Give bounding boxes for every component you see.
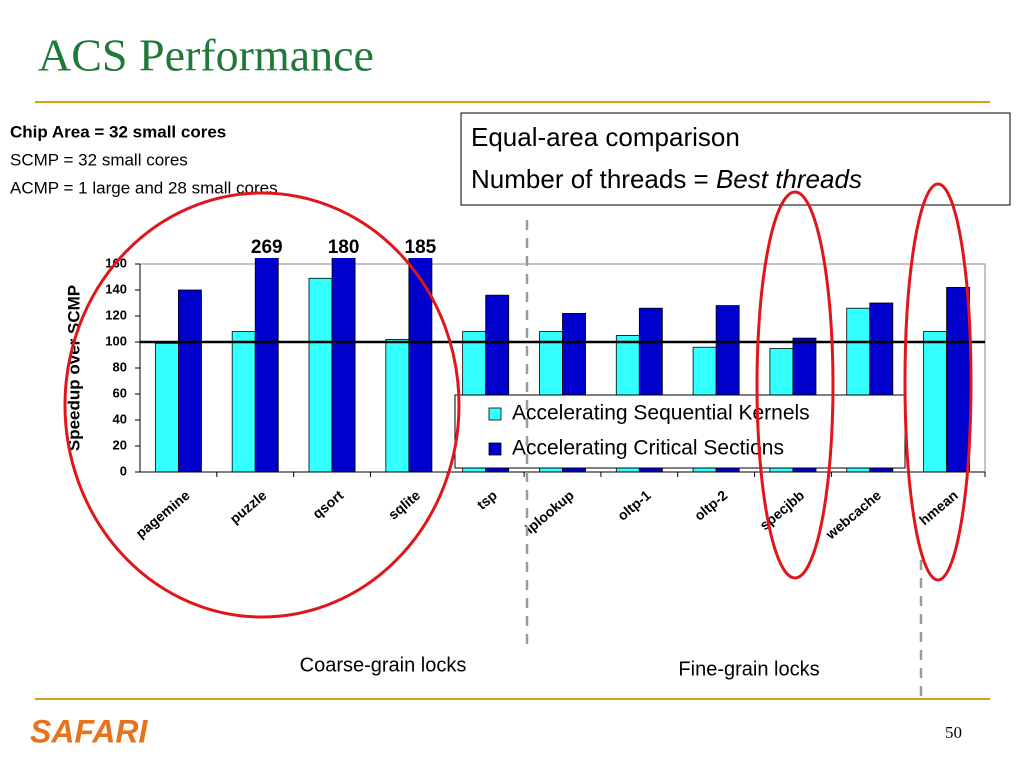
page-number: 50 bbox=[945, 723, 962, 742]
bar bbox=[946, 286, 971, 472]
bar bbox=[385, 338, 410, 472]
bar bbox=[923, 331, 947, 472]
highlight bbox=[755, 190, 835, 580]
callout-line: Number of threads = Best threads bbox=[471, 164, 862, 194]
legend-swatch bbox=[488, 442, 502, 456]
y-tick-label: 140 bbox=[105, 281, 127, 296]
legend-swatch bbox=[488, 407, 502, 421]
logo: SAFARI bbox=[30, 713, 148, 749]
group-label: Coarse-grain locks bbox=[300, 654, 467, 676]
y-tick-label: 0 bbox=[120, 463, 127, 478]
slide-title: ACS Performance bbox=[38, 30, 374, 81]
bar bbox=[254, 258, 279, 472]
x-tick-label: oltp-2 bbox=[691, 487, 731, 524]
highlight bbox=[63, 191, 461, 619]
x-tick-label: webcache bbox=[822, 487, 884, 543]
x-tick-label: qsort bbox=[309, 487, 346, 522]
callout-line: Equal-area comparison bbox=[471, 122, 740, 152]
x-tick-label: hmean bbox=[916, 487, 961, 528]
x-tick-label: puzzle bbox=[226, 487, 269, 527]
y-tick-label: 120 bbox=[105, 307, 127, 322]
value-label: 180 bbox=[328, 237, 360, 258]
value-label: 269 bbox=[251, 237, 283, 258]
bar bbox=[408, 258, 433, 472]
x-tick-label: pagemine bbox=[132, 487, 193, 541]
legend-label: Accelerating Critical Sections bbox=[512, 437, 784, 460]
x-tick-label: tsp bbox=[474, 487, 500, 513]
setup-heading: Chip Area = 32 small cores bbox=[10, 122, 226, 141]
group-label: Fine-grain locks bbox=[678, 658, 819, 680]
callout-italic: Best threads bbox=[716, 164, 862, 194]
y-tick-label: 60 bbox=[113, 385, 127, 400]
y-tick-label: 20 bbox=[113, 437, 127, 452]
bar bbox=[154, 342, 179, 472]
bar bbox=[231, 331, 256, 472]
x-tick-label: iplookup bbox=[522, 487, 577, 537]
bar bbox=[178, 289, 202, 472]
callout-text: Number of threads = bbox=[471, 164, 716, 194]
value-label: 185 bbox=[405, 237, 437, 258]
x-tick-label: sqlite bbox=[385, 487, 423, 523]
y-tick-label: 80 bbox=[113, 359, 127, 374]
setup-line: ACMP = 1 large and 28 small cores bbox=[10, 178, 278, 197]
callout-box bbox=[460, 112, 1011, 206]
setup-line: SCMP = 32 small cores bbox=[10, 150, 188, 169]
y-tick-label: 40 bbox=[113, 411, 127, 426]
highlight bbox=[903, 182, 973, 582]
bar bbox=[331, 258, 356, 472]
bar bbox=[308, 277, 333, 472]
x-tick-label: oltp-1 bbox=[614, 487, 654, 524]
y-tick-label: 100 bbox=[105, 333, 127, 348]
legend-label: Accelerating Sequential Kernels bbox=[512, 402, 810, 425]
